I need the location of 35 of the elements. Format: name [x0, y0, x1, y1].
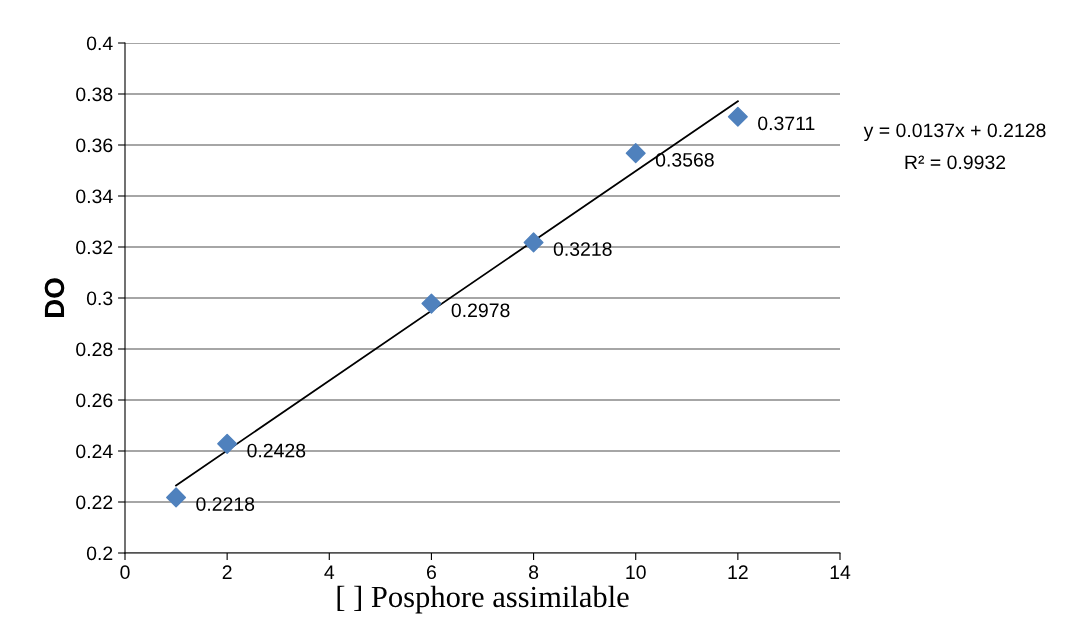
- y-tick-label: 0.4: [86, 36, 113, 51]
- x-axis-title: [ ] Posphore assimilable: [337, 585, 629, 614]
- data-label: 0.2428: [247, 443, 306, 458]
- data-label: 0.3568: [655, 152, 714, 167]
- y-axis-title: DO: [44, 278, 65, 317]
- y-tick-label: 0.32: [76, 240, 113, 255]
- data-label: 0.2978: [451, 303, 510, 318]
- y-tick-label: 0.34: [76, 189, 113, 204]
- data-label: 0.3711: [758, 116, 815, 131]
- point: [625, 143, 646, 164]
- y-tick-label: 0.38: [76, 87, 113, 102]
- data-label: 0.2218: [196, 497, 255, 511]
- x-tick-label: 14: [830, 565, 851, 579]
- point: [727, 106, 748, 127]
- text: R² = 0.9932: [905, 155, 1006, 170]
- y-tick-label: 0.28: [76, 342, 113, 357]
- point: [523, 232, 544, 253]
- x-tick-label: 4: [324, 565, 335, 579]
- data-label: 0.3218: [553, 242, 612, 256]
- point: [421, 293, 442, 314]
- x-tick-label: 0: [120, 565, 130, 580]
- point: [217, 433, 238, 454]
- x-tick-label: 12: [728, 565, 748, 579]
- y-tick-label: 0.36: [76, 138, 113, 153]
- y-tick-label: 0.22: [76, 495, 113, 510]
- x-tick-label: 10: [626, 565, 646, 580]
- text: y = 0.0137x + 0.2128: [863, 123, 1046, 142]
- y-tick-label: 0.26: [76, 393, 113, 408]
- y-tick-label: 0.24: [76, 444, 113, 459]
- point: [166, 487, 187, 508]
- y-tick-label: 0.3: [86, 291, 113, 306]
- x-tick-label: 6: [427, 565, 436, 580]
- x-tick-label: 8: [529, 565, 539, 580]
- x-tick-label: 2: [222, 565, 232, 579]
- y-tick-label: 0.2: [86, 546, 113, 561]
